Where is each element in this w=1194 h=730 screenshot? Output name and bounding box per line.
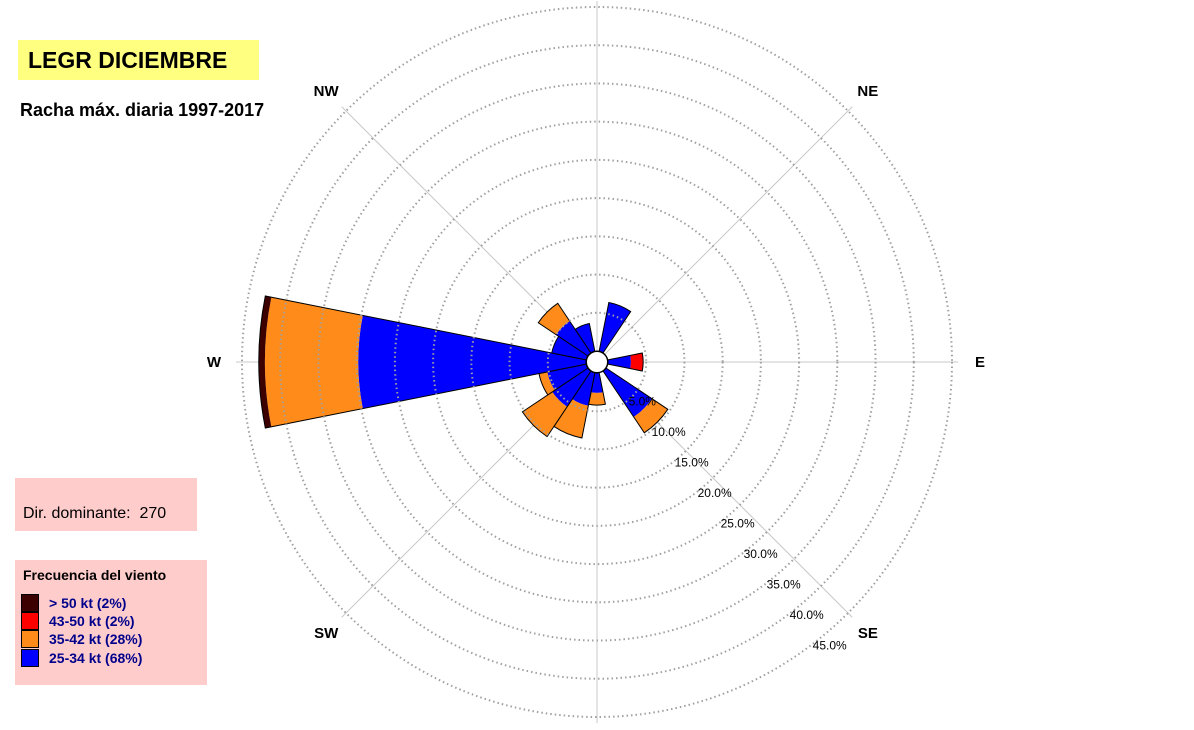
legend-swatch	[21, 612, 39, 630]
radial-tick-label: 10.0%	[652, 425, 686, 439]
rose-segment	[556, 321, 591, 356]
rose-segment	[264, 297, 363, 427]
chart-subtitle: Racha máx. diaria 1997-2017	[20, 100, 265, 120]
direction-label: E	[975, 354, 985, 371]
grid-ring	[393, 158, 801, 566]
chart-title: LEGR DICIEMBRE	[28, 47, 228, 73]
rose-segment	[538, 303, 570, 335]
rose-segment	[588, 392, 606, 406]
direction-label: NE	[857, 83, 878, 100]
rose-segment	[358, 315, 587, 409]
grid-ring	[546, 311, 648, 413]
radial-tick-label: 5.0%	[629, 394, 657, 408]
grid-ring	[470, 235, 724, 489]
rose-segment	[572, 371, 595, 406]
title-box: LEGR DICIEMBRE	[18, 40, 259, 80]
direction-label: W	[207, 354, 222, 371]
rose-segment	[575, 323, 595, 353]
dominant-direction-value: 270	[139, 505, 167, 522]
legend-label: 43-50 kt (2%)	[49, 613, 135, 629]
legend-title: Frecuencia del viento	[23, 567, 167, 583]
grid-spoke	[604, 106, 853, 355]
rose-center	[586, 351, 608, 373]
legend-swatch	[21, 630, 39, 648]
dominant-direction-text: Dir. dominante: 270	[23, 505, 166, 523]
radial-tick-label: 15.0%	[675, 455, 709, 469]
dominant-direction-box: Dir. dominante: 270	[15, 478, 197, 531]
rose-segment	[633, 398, 668, 433]
radial-tick-label: 45.0%	[813, 639, 847, 653]
radial-tick-label: 35.0%	[767, 577, 801, 591]
dominant-direction-label: Dir. dominante:	[23, 505, 131, 522]
legend-swatch	[21, 594, 39, 612]
radial-tick-label: 30.0%	[744, 547, 778, 561]
grid-ring	[432, 197, 762, 527]
legend-label: 25-34 kt (68%)	[49, 650, 143, 666]
rose-segment	[607, 355, 631, 369]
rose-segment	[258, 296, 272, 428]
direction-label: SW	[314, 625, 339, 642]
grid-ring	[279, 44, 915, 680]
legend-label: 35-42 kt (28%)	[49, 631, 143, 647]
rose-segment	[630, 352, 644, 372]
radial-tick-label: 25.0%	[721, 516, 755, 530]
radial-tick-label: 20.0%	[698, 486, 732, 500]
rose-segment	[552, 368, 591, 407]
grid-ring	[241, 6, 953, 718]
rose-segment	[547, 364, 588, 391]
legend: Frecuencia del viento > 50 kt (2%) 43-50…	[15, 560, 207, 685]
legend-swatch	[21, 649, 39, 667]
direction-label: SE	[858, 625, 878, 642]
rose-segment	[603, 368, 652, 417]
grid-ring	[317, 82, 877, 642]
direction-label: NW	[314, 83, 340, 100]
grid-ring	[508, 273, 686, 451]
rose-segment	[599, 302, 631, 353]
rose-segment	[551, 336, 588, 360]
rose-segment	[538, 371, 555, 395]
radial-tick-label: 40.0%	[790, 608, 824, 622]
legend-label: > 50 kt (2%)	[49, 595, 127, 611]
